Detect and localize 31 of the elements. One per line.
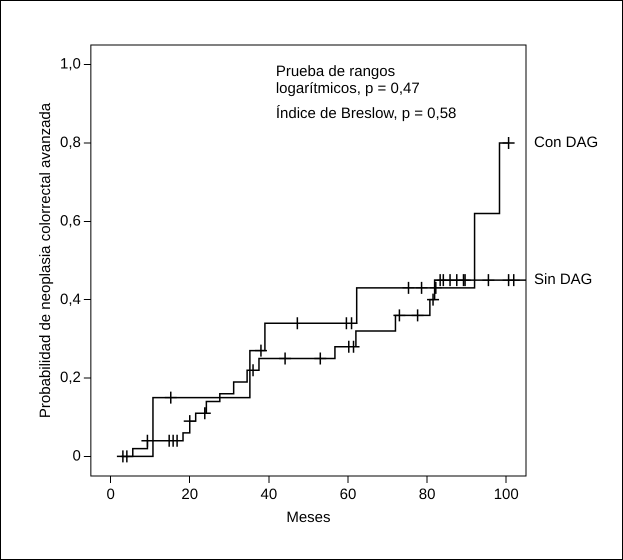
y-tick-label: 0,2 [60, 369, 81, 386]
x-tick-label: 0 [106, 486, 115, 504]
x-tick-label: 20 [181, 486, 198, 504]
y-tick-label: 0,6 [60, 212, 81, 230]
annotation: Prueba de rangos logarítmicos, p = 0,47 [276, 63, 421, 97]
point [426, 292, 440, 306]
x-tick-label: 60 [340, 486, 356, 504]
point [482, 273, 496, 287]
y-tick-label: 1,0 [60, 56, 81, 73]
point [502, 136, 516, 150]
x-axis-title: Meses [286, 509, 331, 526]
point [414, 281, 428, 295]
y-tick-label: 0,4 [60, 290, 81, 308]
point [402, 281, 416, 295]
point [314, 352, 328, 366]
point [254, 344, 268, 358]
point [392, 308, 406, 322]
point [506, 273, 520, 287]
point [278, 352, 292, 366]
point [410, 308, 424, 322]
y-tick-label: 0 [72, 448, 81, 465]
y-tick-label: 0,8 [60, 134, 81, 152]
x-tick-label: 100 [494, 486, 519, 504]
series-label: Con DAG [534, 134, 598, 152]
x-tick-label: 80 [418, 486, 436, 504]
x-tick-label: 40 [260, 486, 278, 504]
annotation: Índice de Breslow, p = 0,58 [276, 105, 458, 122]
point [429, 281, 443, 295]
y-axis-title: Probabilidad de neoplasia colorrectal avanzada [37, 102, 54, 418]
point [164, 390, 178, 404]
series-label: Sin DAG [534, 271, 592, 290]
